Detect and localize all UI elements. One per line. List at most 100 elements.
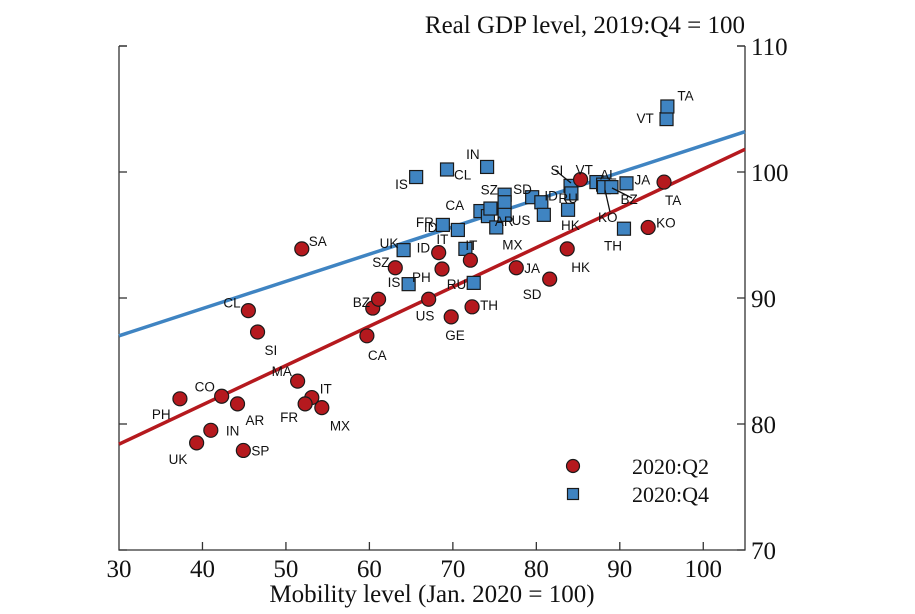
point-label-q4-uk: UK (380, 236, 399, 251)
point-q2-it (462, 252, 478, 268)
point-label-q2-ca: CA (368, 348, 387, 363)
point-q2-vt (572, 171, 589, 188)
point-labels: PHCOINUKARSPCLSISAMAITFRMXBZCASZUSGEIDPH… (152, 88, 694, 466)
point-label-q4-sz: SZ (481, 183, 498, 198)
point-label-q2-sp: SP (251, 443, 269, 458)
point-q4-is (401, 277, 416, 292)
point-q2-mx (314, 400, 330, 416)
chart-title: Real GDP level, 2019:Q4 = 100 (425, 12, 745, 39)
point-q4-us (497, 207, 512, 222)
point-label-q4-hk: HK (561, 218, 580, 233)
point-q4-in (479, 159, 495, 175)
y-tick-label: 110 (751, 34, 788, 61)
point-label-q4-ca: CA (445, 198, 464, 213)
point-q2-ja (508, 260, 524, 276)
point-label-q2-it: IT (320, 382, 332, 397)
point-label-q2-hk: HK (571, 260, 590, 275)
point-q4-cl (439, 162, 455, 177)
point-label-q2-co: CO (195, 379, 215, 394)
point-label-q2-sa: SA (309, 234, 327, 249)
point-label-q2-si: SI (265, 343, 278, 358)
point-q4-hk (560, 202, 576, 217)
x-tick-label: 100 (685, 556, 723, 583)
point-label-q4-ru: RU (447, 277, 467, 292)
point-label-q2-fr: FR (280, 410, 298, 425)
point-q4-th (616, 221, 632, 236)
point-q2-uk (189, 435, 205, 451)
point-label-q4-ru: RU (558, 191, 578, 206)
point-q2-sa (294, 241, 310, 257)
legend-marker-q2 (565, 458, 581, 474)
point-label-q4-sd: SD (513, 182, 532, 197)
x-tick-label: 70 (440, 556, 465, 583)
point-q2-ko (640, 219, 656, 236)
point-q4-uk (396, 243, 411, 258)
point-label-q4-is: IS (388, 275, 401, 290)
point-q2-id (431, 245, 447, 261)
leader-line-si (554, 169, 572, 184)
point-q2-sp (235, 442, 251, 459)
point-q2-ma (290, 373, 306, 389)
leader-line-ko (604, 189, 611, 213)
point-label-q2-ma: MA (272, 364, 292, 379)
point-q2-ta (656, 174, 672, 190)
point-q4-vt (659, 111, 674, 127)
leader-line-bz (611, 187, 633, 199)
point-label-q2-sd: SD (523, 287, 542, 302)
point-q2-us (421, 291, 437, 307)
point-label-q2-in: IN (226, 423, 240, 438)
x-axis-label: Mobility level (Jan. 2020 = 100) (269, 581, 594, 608)
point-label-q4-is: IS (395, 177, 408, 192)
point-label-q2-ko: KO (656, 215, 676, 230)
point-q2-ca (359, 328, 375, 344)
fit-line-q4 (118, 130, 746, 338)
point-label-q4-th: TH (604, 239, 622, 254)
point-q4-ru (466, 275, 481, 290)
point-q2-si (249, 324, 266, 340)
y-tick-label: 70 (751, 538, 776, 565)
legend: 2020:Q2 2020:Q4 (565, 454, 709, 507)
point-label-q2-id: ID (417, 241, 431, 256)
point-q4-id (564, 186, 579, 201)
point-label-q4-al: AL (600, 168, 617, 183)
point-label-q2-th: TH (480, 298, 498, 313)
point-label-q2-bz: BZ (353, 295, 370, 310)
legend-label-q2: 2020:Q2 (632, 454, 709, 479)
point-q2-th (464, 299, 480, 315)
point-label-q2-ar: AR (246, 413, 265, 428)
point-label-q4-us: US (512, 213, 531, 228)
axes: 30 40 50 60 70 80 90 100 70 80 90 100 110 (107, 34, 789, 583)
x-tick-label: 50 (273, 556, 298, 583)
fit-lines (118, 130, 746, 446)
point-q2-hk (559, 241, 575, 257)
point-q2-unlabeled (370, 291, 387, 307)
point-q2-ge (443, 309, 459, 325)
point-label-q2-ja: JA (524, 261, 540, 276)
point-label-q2-cl: CL (223, 296, 241, 311)
point-label-q2-ph: PH (412, 270, 431, 285)
point-q2-cl (240, 303, 256, 319)
point-q2-ar (229, 396, 246, 412)
point-label-q4-ar: AR (495, 214, 514, 229)
y-tick-label: 90 (751, 286, 776, 313)
point-q4-unlabeled (536, 207, 551, 222)
point-label-q2-ph: PH (152, 407, 171, 422)
point-label-q4-in: IN (466, 147, 480, 162)
point-q4-is (409, 169, 424, 185)
point-label-q2-vt: VT (576, 163, 593, 178)
point-q2-ph (172, 391, 188, 407)
point-label-q2-mx: MX (330, 419, 350, 434)
point-q4-ja (619, 176, 634, 191)
point-q4-unlabeled (497, 195, 512, 210)
legend-label-q4: 2020:Q4 (632, 482, 709, 507)
point-label-q4-bz: BZ (620, 192, 637, 207)
point-label-q2-sz: SZ (372, 255, 389, 270)
point-label-q4-id: ID (424, 220, 438, 235)
point-q2-sz (387, 260, 403, 276)
legend-marker-q4 (566, 487, 580, 501)
y-tick-label: 80 (751, 412, 776, 439)
point-q2-co (214, 388, 230, 404)
point-q2-sd (542, 271, 558, 287)
data-points (172, 99, 675, 459)
point-label-q2-us: US (416, 308, 435, 323)
